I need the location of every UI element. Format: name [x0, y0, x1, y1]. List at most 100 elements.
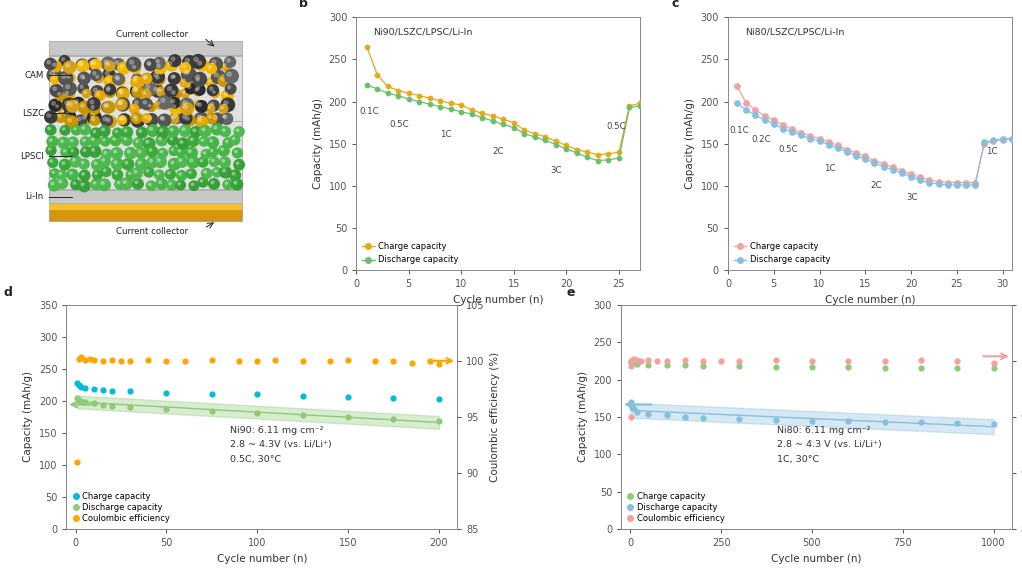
- Circle shape: [221, 106, 224, 109]
- Circle shape: [93, 72, 96, 75]
- Circle shape: [52, 171, 54, 174]
- Point: [294, 411, 311, 420]
- Circle shape: [198, 61, 201, 65]
- Circle shape: [149, 159, 152, 162]
- Circle shape: [168, 172, 171, 174]
- Circle shape: [234, 181, 237, 184]
- Circle shape: [89, 135, 100, 146]
- Circle shape: [147, 116, 151, 120]
- Point: [949, 363, 966, 372]
- Circle shape: [59, 159, 71, 170]
- Legend: Charge capacity, Discharge capacity, Coulombic efficiency: Charge capacity, Discharge capacity, Cou…: [71, 490, 172, 525]
- Circle shape: [62, 128, 64, 130]
- Circle shape: [119, 89, 123, 93]
- Point: [69, 393, 86, 402]
- Circle shape: [184, 105, 187, 109]
- Point: [768, 415, 784, 424]
- Circle shape: [221, 77, 224, 81]
- Circle shape: [191, 126, 201, 137]
- Circle shape: [91, 86, 103, 98]
- Circle shape: [91, 128, 101, 138]
- Point: [840, 417, 856, 426]
- Circle shape: [90, 59, 101, 70]
- Circle shape: [160, 151, 162, 153]
- X-axis label: Cycle number (n): Cycle number (n): [825, 295, 915, 305]
- Circle shape: [208, 80, 212, 83]
- Point: [630, 359, 646, 369]
- Circle shape: [182, 115, 186, 118]
- Circle shape: [91, 137, 94, 140]
- Legend: Charge capacity, Discharge capacity: Charge capacity, Discharge capacity: [732, 240, 832, 266]
- Point: [385, 356, 402, 366]
- Circle shape: [124, 137, 127, 140]
- Circle shape: [234, 159, 244, 170]
- Circle shape: [144, 59, 156, 71]
- Point: [623, 355, 640, 365]
- Circle shape: [172, 91, 175, 94]
- Text: 1C: 1C: [986, 147, 997, 156]
- Point: [77, 397, 93, 407]
- Circle shape: [92, 118, 95, 121]
- Circle shape: [68, 137, 79, 147]
- Point: [103, 386, 120, 395]
- Text: d: d: [4, 286, 13, 299]
- Circle shape: [154, 62, 167, 74]
- Circle shape: [176, 181, 185, 190]
- Circle shape: [123, 159, 134, 170]
- Circle shape: [147, 103, 155, 112]
- Circle shape: [95, 172, 97, 175]
- Circle shape: [74, 128, 76, 130]
- Circle shape: [149, 128, 152, 131]
- Circle shape: [173, 75, 175, 78]
- Circle shape: [104, 86, 115, 97]
- Circle shape: [172, 148, 174, 151]
- Point: [203, 407, 220, 416]
- Text: 0.1C: 0.1C: [730, 126, 749, 135]
- Circle shape: [131, 76, 143, 88]
- Circle shape: [194, 85, 205, 95]
- Circle shape: [206, 113, 217, 124]
- Circle shape: [212, 60, 216, 64]
- Circle shape: [170, 147, 179, 155]
- X-axis label: Cycle number (n): Cycle number (n): [217, 554, 307, 564]
- Circle shape: [221, 98, 235, 112]
- Circle shape: [156, 178, 168, 189]
- Circle shape: [134, 88, 138, 91]
- Point: [86, 385, 102, 394]
- Circle shape: [169, 182, 172, 185]
- Circle shape: [149, 148, 152, 151]
- Circle shape: [220, 126, 230, 136]
- Circle shape: [157, 159, 160, 162]
- Circle shape: [219, 145, 229, 156]
- Circle shape: [83, 90, 91, 98]
- Circle shape: [81, 137, 90, 147]
- Point: [731, 356, 747, 366]
- Circle shape: [62, 89, 75, 101]
- Point: [625, 405, 642, 414]
- Circle shape: [115, 61, 119, 64]
- Circle shape: [210, 87, 213, 90]
- Text: LSZC: LSZC: [21, 109, 44, 118]
- Circle shape: [90, 100, 94, 104]
- Circle shape: [172, 116, 174, 119]
- Point: [622, 400, 639, 409]
- Circle shape: [106, 63, 109, 66]
- Circle shape: [47, 136, 57, 147]
- Circle shape: [159, 129, 162, 132]
- Circle shape: [198, 158, 207, 167]
- Point: [985, 358, 1002, 367]
- Circle shape: [199, 137, 208, 146]
- Point: [623, 358, 640, 367]
- Circle shape: [77, 59, 88, 71]
- Circle shape: [207, 85, 219, 95]
- Circle shape: [121, 116, 125, 120]
- Y-axis label: Capacity (mAh/g): Capacity (mAh/g): [313, 98, 323, 189]
- Circle shape: [46, 125, 56, 135]
- Circle shape: [191, 183, 193, 186]
- Circle shape: [172, 105, 176, 109]
- Circle shape: [78, 72, 90, 84]
- Circle shape: [171, 75, 174, 79]
- Circle shape: [193, 129, 195, 132]
- Circle shape: [211, 89, 220, 97]
- Circle shape: [59, 71, 73, 85]
